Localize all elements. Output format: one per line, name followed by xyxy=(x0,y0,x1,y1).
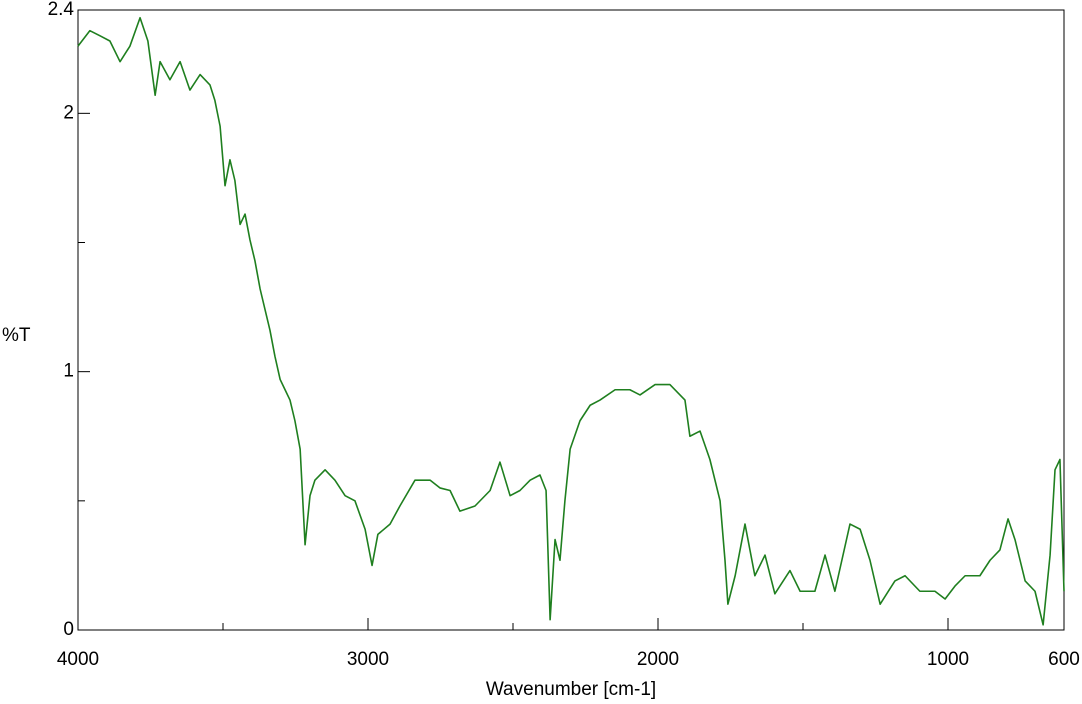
x-tick-label: 4000 xyxy=(57,649,99,670)
x-axis-label: Wavenumber [cm-1] xyxy=(486,679,656,700)
y-tick-label: 2.4 xyxy=(48,0,75,20)
y-tick-label: 0 xyxy=(63,619,74,640)
y-axis-label: %T xyxy=(2,325,31,346)
x-tick-label: 3000 xyxy=(347,649,389,670)
spectrum-line xyxy=(77,16,1065,626)
x-tick-label: 600 xyxy=(1048,649,1080,670)
plot-frame xyxy=(77,9,1065,631)
y-tick-label: 1 xyxy=(63,361,74,382)
x-tick-label: 1000 xyxy=(927,649,969,670)
y-tick-label: 2 xyxy=(63,102,74,123)
x-tick-label: 2000 xyxy=(637,649,679,670)
